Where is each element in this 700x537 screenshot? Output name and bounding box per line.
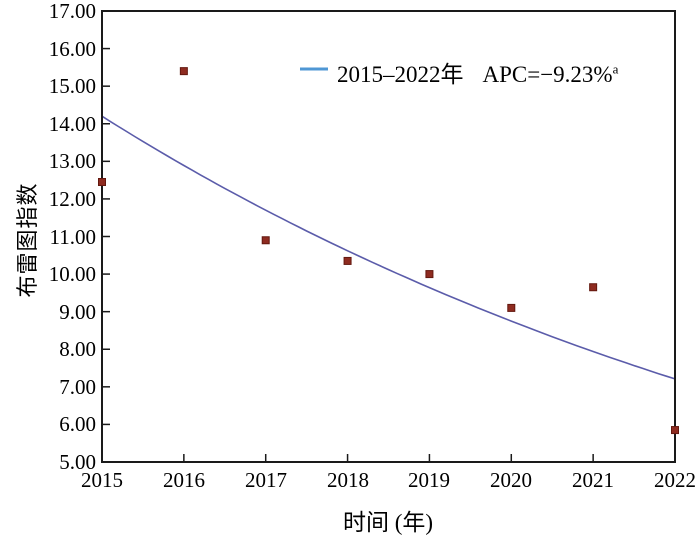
x-tick-label: 2019 xyxy=(408,468,450,492)
x-tick-label: 2022 xyxy=(654,468,696,492)
trend-line xyxy=(101,115,676,380)
y-tick-label: 7.00 xyxy=(59,375,96,399)
y-tick-label: 12.00 xyxy=(48,187,96,211)
y-tick-label: 14.00 xyxy=(48,112,96,136)
x-tick-label: 2018 xyxy=(327,468,369,492)
x-axis-title: 时间 (年) xyxy=(342,510,434,535)
y-tick-label: 16.00 xyxy=(48,37,96,61)
legend-range-label: 2015–2022年 xyxy=(337,62,464,87)
data-point-2021 xyxy=(589,283,598,292)
x-tick-label: 2015 xyxy=(81,468,123,492)
x-tick-label: 2017 xyxy=(245,468,287,492)
data-point-2020 xyxy=(507,303,516,312)
y-tick-label: 6.00 xyxy=(59,412,96,436)
y-tick-label: 11.00 xyxy=(49,225,96,249)
y-tick-label: 15.00 xyxy=(48,74,96,98)
plot-border xyxy=(101,10,676,463)
y-tick-label: 17.00 xyxy=(48,0,96,23)
legend-superscript: a xyxy=(612,61,619,77)
legend-apc-label: APC=−9.23% xyxy=(482,62,613,87)
x-tick-label: 2016 xyxy=(163,468,205,492)
y-tick-label: 9.00 xyxy=(59,300,96,324)
x-tick-label: 2021 xyxy=(572,468,614,492)
y-tick-label: 5.00 xyxy=(59,450,96,474)
data-point-2022 xyxy=(671,426,679,435)
data-point-2016 xyxy=(179,67,188,76)
y-axis-title: 布雷图指数 xyxy=(15,182,40,298)
data-point-2018 xyxy=(343,256,352,265)
data-point-2015 xyxy=(98,178,106,187)
y-tick-label: 10.00 xyxy=(48,262,96,286)
y-tick-label: 8.00 xyxy=(59,337,96,361)
x-tick-label: 2020 xyxy=(490,468,532,492)
data-point-2017 xyxy=(261,236,270,245)
data-point-2019 xyxy=(425,270,434,279)
y-tick-label: 13.00 xyxy=(48,149,96,173)
legend-entry: 2015–2022年 APC=−9.23%a xyxy=(337,55,618,89)
